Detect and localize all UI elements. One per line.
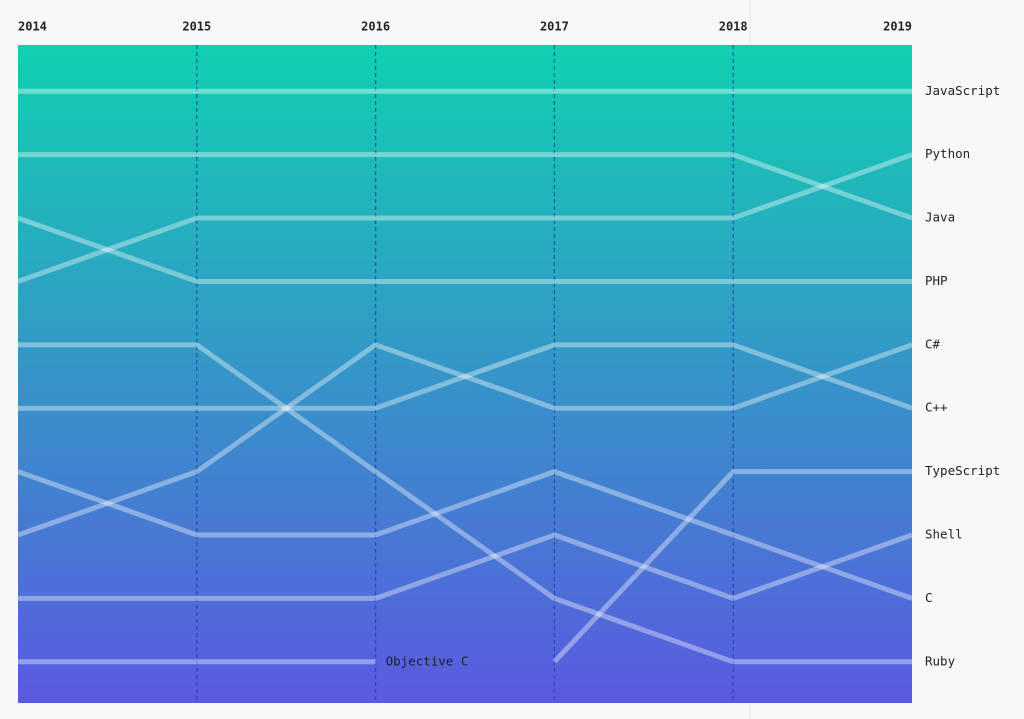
rank-line: [18, 152, 913, 221]
series-label: PHP: [925, 273, 948, 288]
rank-line: [18, 342, 912, 665]
plot-area: [18, 45, 912, 703]
x-tick-label: 2018: [719, 20, 748, 34]
rank-line: [18, 532, 913, 601]
x-tick-label: 2015: [182, 20, 211, 34]
series-label: Java: [925, 210, 955, 225]
rank-line: [17, 215, 912, 284]
series-label: JavaScript: [925, 83, 1000, 98]
series-label: Ruby: [925, 653, 956, 668]
series-label: Shell: [925, 527, 963, 542]
series-label: C: [925, 590, 933, 605]
rank-line: [18, 342, 913, 411]
rank-line: [17, 469, 913, 601]
x-tick-label: 2019: [883, 20, 912, 34]
series-label: Objective C: [386, 653, 469, 668]
series-label: Python: [925, 146, 970, 161]
rank-line: [17, 342, 913, 538]
x-tick-label: 2017: [540, 20, 569, 34]
rank-line: [17, 152, 913, 284]
series-label: C#: [925, 336, 941, 351]
x-tick-label: 2016: [361, 20, 390, 34]
x-tick-label: 2014: [18, 20, 47, 34]
series-label: C++: [925, 400, 948, 415]
rank-line: [552, 469, 912, 664]
series-label: TypeScript: [925, 463, 1000, 478]
